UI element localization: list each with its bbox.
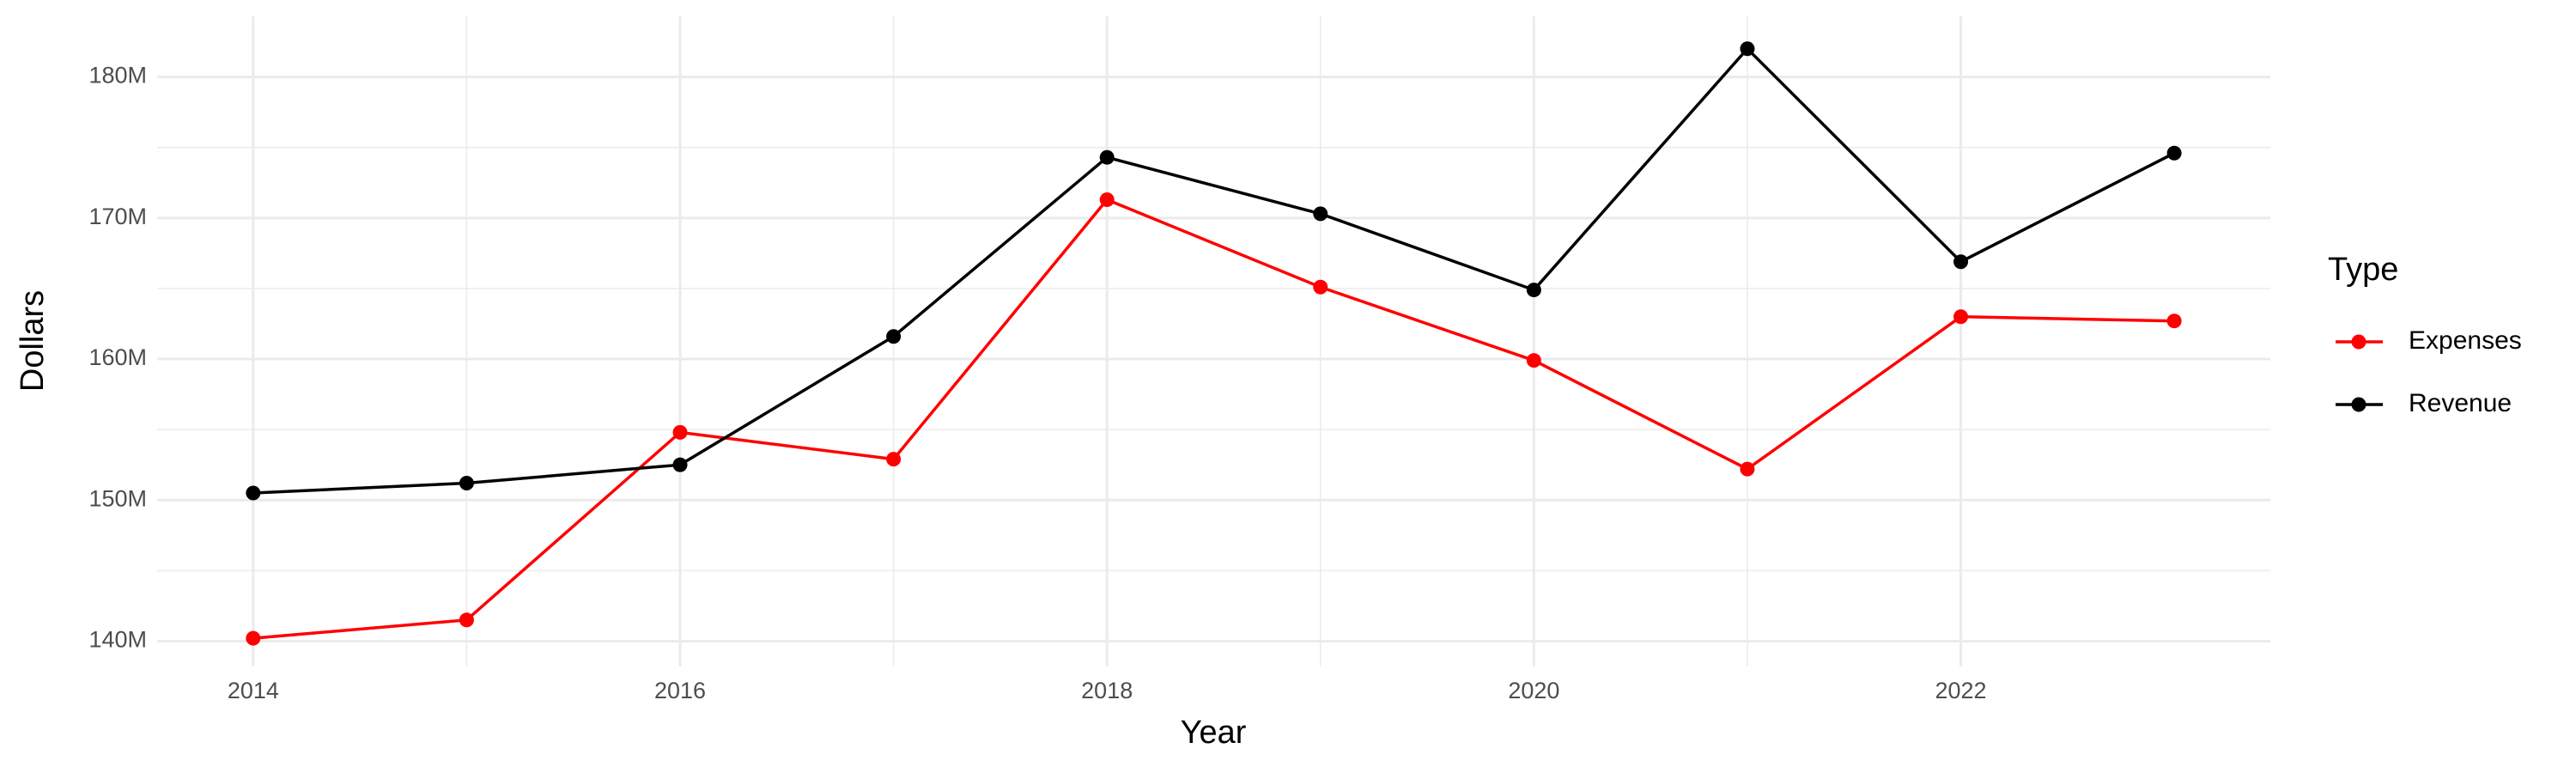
- data-point: [246, 485, 261, 501]
- data-point: [2166, 313, 2182, 329]
- data-point: [1099, 149, 1115, 165]
- data-point: [1313, 206, 1328, 222]
- y-axis-title: Dollars: [15, 290, 51, 392]
- legend-label: Revenue: [2409, 389, 2512, 417]
- y-tick-label: 180M: [88, 63, 147, 88]
- x-tick-label: 2014: [228, 678, 279, 703]
- data-point: [1953, 309, 1969, 325]
- legend-marker: [2351, 334, 2366, 350]
- x-tick-label: 2016: [654, 678, 706, 703]
- data-point: [886, 452, 902, 467]
- grid: [157, 16, 2270, 666]
- x-tick-label: 2020: [1508, 678, 1559, 703]
- data-point: [1953, 254, 1969, 270]
- data-point: [886, 329, 902, 344]
- x-axis-title: Year: [1181, 715, 1247, 751]
- series-line: [252, 46, 2175, 495]
- data-point: [2166, 145, 2182, 161]
- data-point: [459, 612, 474, 628]
- data-point: [1526, 283, 1541, 298]
- data-point: [672, 424, 688, 440]
- data-point: [1313, 279, 1328, 295]
- data-point: [1099, 192, 1115, 207]
- legend-marker: [2351, 397, 2366, 412]
- y-tick-label: 150M: [88, 485, 147, 511]
- data-point: [459, 476, 474, 491]
- data-point: [1740, 41, 1755, 57]
- x-tick-label: 2018: [1081, 678, 1133, 703]
- legend-label: Expenses: [2409, 326, 2522, 355]
- legend-title: Type: [2328, 252, 2398, 288]
- y-tick-label: 170M: [88, 204, 147, 229]
- series-line: [252, 198, 2175, 640]
- data-point: [1526, 353, 1541, 368]
- data-point: [672, 457, 688, 472]
- data-point: [1740, 461, 1755, 477]
- y-tick-label: 140M: [88, 627, 147, 653]
- x-tick-label: 2022: [1935, 678, 1987, 703]
- y-tick-label: 160M: [88, 344, 147, 370]
- data-point: [246, 630, 261, 646]
